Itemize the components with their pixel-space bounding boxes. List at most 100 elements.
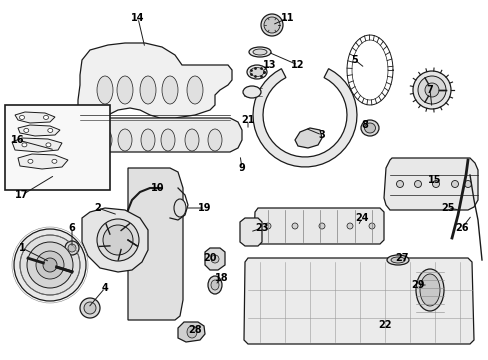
Ellipse shape xyxy=(396,180,403,188)
Ellipse shape xyxy=(68,244,76,252)
Polygon shape xyxy=(78,43,231,140)
Polygon shape xyxy=(253,208,383,244)
Text: 11: 11 xyxy=(281,13,294,23)
Text: 18: 18 xyxy=(215,273,228,283)
Ellipse shape xyxy=(48,129,53,132)
Ellipse shape xyxy=(20,235,80,295)
Ellipse shape xyxy=(186,76,203,104)
Ellipse shape xyxy=(43,116,48,120)
Ellipse shape xyxy=(412,71,450,109)
Polygon shape xyxy=(80,118,242,152)
Ellipse shape xyxy=(117,76,133,104)
Ellipse shape xyxy=(264,17,280,33)
Text: 17: 17 xyxy=(15,190,29,200)
Text: 9: 9 xyxy=(238,163,245,173)
Text: 8: 8 xyxy=(361,120,367,130)
Text: 2: 2 xyxy=(95,203,101,213)
Ellipse shape xyxy=(261,14,283,36)
Text: 26: 26 xyxy=(454,223,468,233)
Ellipse shape xyxy=(424,83,438,97)
Ellipse shape xyxy=(22,143,27,147)
Ellipse shape xyxy=(24,129,29,132)
Ellipse shape xyxy=(65,241,79,255)
Text: 6: 6 xyxy=(68,223,75,233)
Text: 14: 14 xyxy=(131,13,144,23)
Ellipse shape xyxy=(252,49,266,55)
Ellipse shape xyxy=(249,68,264,77)
Text: 19: 19 xyxy=(198,203,211,213)
Ellipse shape xyxy=(184,129,199,151)
Ellipse shape xyxy=(246,65,266,79)
Ellipse shape xyxy=(14,229,86,301)
Ellipse shape xyxy=(186,326,197,338)
Ellipse shape xyxy=(210,255,219,263)
Text: 22: 22 xyxy=(378,320,391,330)
Ellipse shape xyxy=(118,129,132,151)
Ellipse shape xyxy=(207,129,222,151)
Text: 3: 3 xyxy=(318,130,325,140)
Ellipse shape xyxy=(417,76,445,104)
Text: 7: 7 xyxy=(426,85,432,95)
Ellipse shape xyxy=(346,223,352,229)
Text: 13: 13 xyxy=(263,60,276,70)
Ellipse shape xyxy=(390,257,404,263)
Ellipse shape xyxy=(43,258,57,272)
Ellipse shape xyxy=(27,242,73,288)
Ellipse shape xyxy=(364,123,375,133)
Ellipse shape xyxy=(318,223,325,229)
Ellipse shape xyxy=(103,225,133,255)
Ellipse shape xyxy=(80,298,100,318)
Polygon shape xyxy=(18,154,68,169)
Ellipse shape xyxy=(162,76,178,104)
Ellipse shape xyxy=(291,223,297,229)
Polygon shape xyxy=(252,69,356,167)
Ellipse shape xyxy=(450,180,458,188)
Ellipse shape xyxy=(141,129,155,151)
Ellipse shape xyxy=(464,180,470,188)
Ellipse shape xyxy=(97,76,113,104)
Ellipse shape xyxy=(243,86,261,98)
Polygon shape xyxy=(240,218,262,246)
Ellipse shape xyxy=(97,219,139,261)
Polygon shape xyxy=(204,248,224,270)
Text: 1: 1 xyxy=(19,243,25,253)
Ellipse shape xyxy=(84,302,96,314)
Text: 20: 20 xyxy=(203,253,216,263)
Polygon shape xyxy=(244,258,473,344)
Ellipse shape xyxy=(248,47,270,57)
Text: 23: 23 xyxy=(255,223,268,233)
Bar xyxy=(5,105,110,190)
Ellipse shape xyxy=(431,180,439,188)
Ellipse shape xyxy=(174,199,185,217)
Text: 24: 24 xyxy=(354,213,368,223)
Polygon shape xyxy=(12,138,62,152)
Text: 28: 28 xyxy=(188,325,202,335)
Polygon shape xyxy=(383,158,477,210)
Ellipse shape xyxy=(419,274,439,306)
Polygon shape xyxy=(178,322,204,342)
Ellipse shape xyxy=(161,129,175,151)
Polygon shape xyxy=(294,128,321,148)
Text: 27: 27 xyxy=(394,253,408,263)
Ellipse shape xyxy=(140,76,156,104)
Ellipse shape xyxy=(98,129,112,151)
Text: 21: 21 xyxy=(241,115,254,125)
Polygon shape xyxy=(18,125,60,136)
Text: 12: 12 xyxy=(291,60,304,70)
Polygon shape xyxy=(15,112,55,123)
Text: 25: 25 xyxy=(440,203,454,213)
Ellipse shape xyxy=(386,255,408,265)
Polygon shape xyxy=(128,168,183,320)
Text: 15: 15 xyxy=(427,175,441,185)
Ellipse shape xyxy=(46,143,51,147)
Text: 10: 10 xyxy=(151,183,164,193)
Ellipse shape xyxy=(28,159,33,163)
Ellipse shape xyxy=(368,223,374,229)
Ellipse shape xyxy=(264,223,270,229)
Ellipse shape xyxy=(415,269,443,311)
Ellipse shape xyxy=(207,276,222,294)
Ellipse shape xyxy=(20,116,24,120)
Ellipse shape xyxy=(52,159,57,163)
Ellipse shape xyxy=(36,251,64,279)
Polygon shape xyxy=(82,208,148,272)
